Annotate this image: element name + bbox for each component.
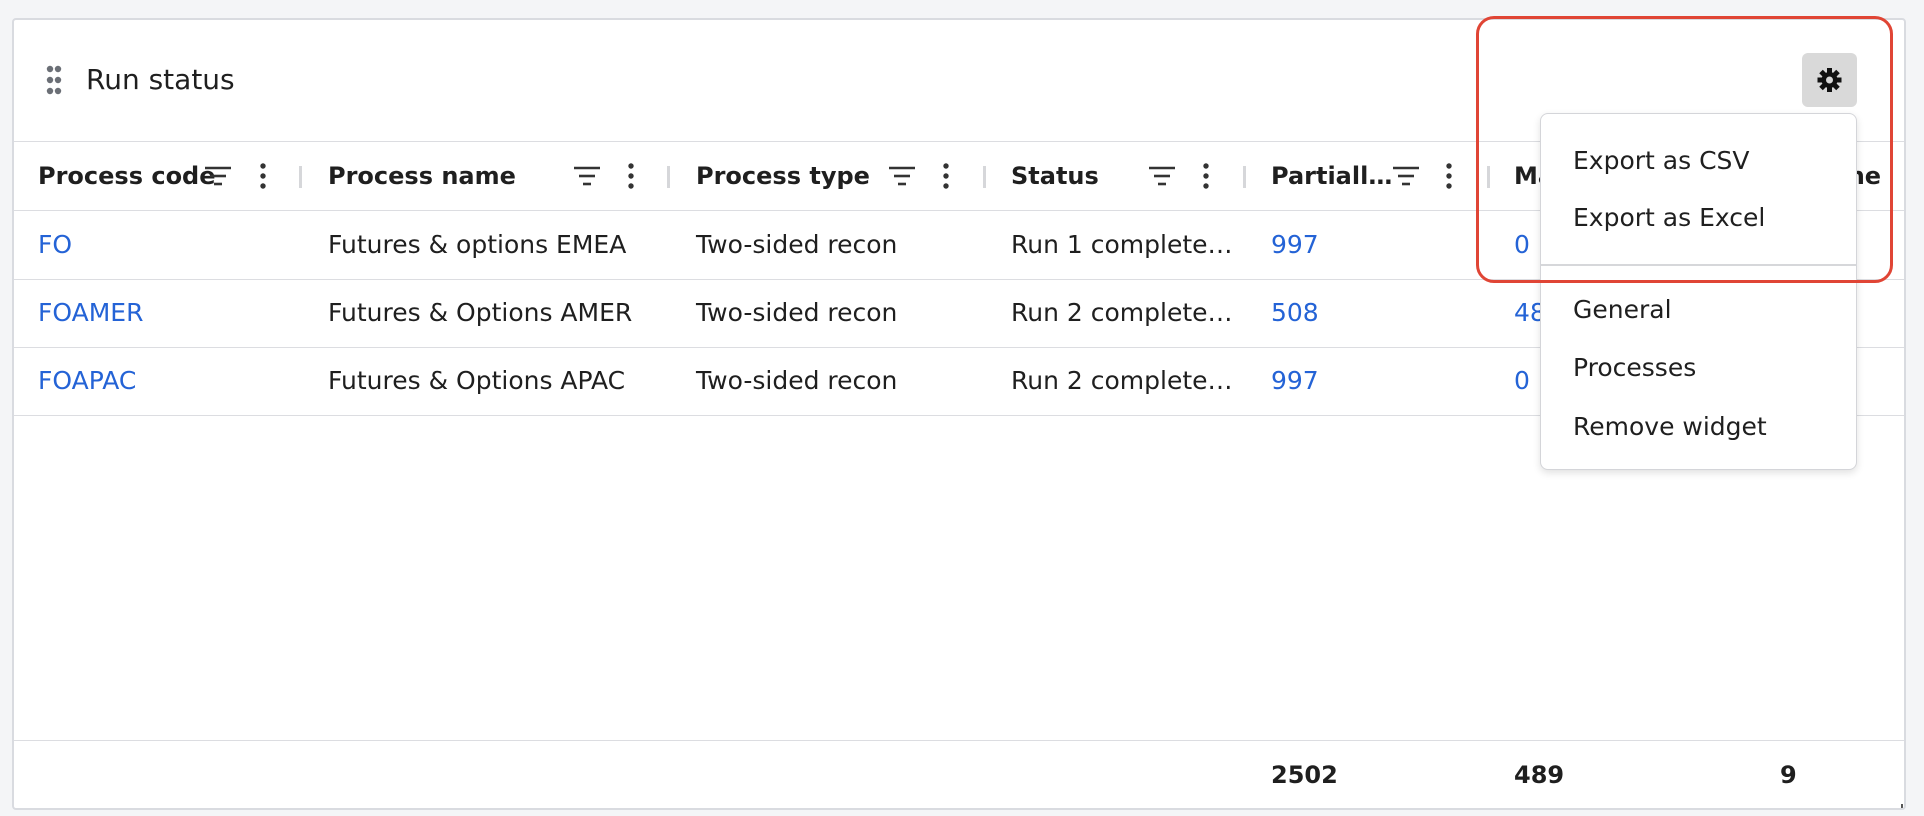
menu-item[interactable]: Export as Excel bbox=[1573, 203, 1766, 232]
menu-item[interactable]: Remove widget bbox=[1573, 412, 1767, 441]
column-header: Process code bbox=[38, 162, 216, 190]
column-header: Status bbox=[1011, 162, 1099, 190]
cell-link[interactable]: 0 bbox=[1514, 230, 1530, 259]
column-separator bbox=[1243, 166, 1246, 188]
cell-link[interactable]: FOAMER bbox=[38, 298, 144, 327]
resize-handle bbox=[1893, 798, 1903, 808]
row-divider bbox=[14, 347, 1904, 348]
menu-item[interactable]: Export as CSV bbox=[1573, 146, 1750, 175]
footer-total: 489 bbox=[1514, 761, 1565, 789]
cell: Futures & Options AMER bbox=[328, 298, 633, 327]
cell-link[interactable]: 997 bbox=[1271, 366, 1319, 395]
menu-item[interactable]: General bbox=[1573, 295, 1672, 324]
row-divider bbox=[14, 415, 1904, 416]
cell-link[interactable]: 997 bbox=[1271, 230, 1319, 259]
settings-button[interactable] bbox=[1802, 53, 1857, 107]
filter-icon[interactable] bbox=[204, 165, 232, 191]
filter-icon[interactable] bbox=[1392, 165, 1420, 191]
cell: Run 1 complete… bbox=[1011, 230, 1233, 259]
cell: Futures & Options APAC bbox=[328, 366, 626, 395]
column-header: Process type bbox=[696, 162, 870, 190]
cell: Run 2 complete… bbox=[1011, 366, 1233, 395]
column-separator bbox=[1487, 166, 1490, 188]
footer-total: 2502 bbox=[1271, 761, 1338, 789]
column-header: Process name bbox=[328, 162, 516, 190]
cell-link[interactable]: 508 bbox=[1271, 298, 1319, 327]
column-menu-icon[interactable] bbox=[1202, 163, 1210, 193]
column-menu-icon[interactable] bbox=[627, 163, 635, 193]
row-divider bbox=[14, 279, 1904, 280]
settings-menu: Export as CSV Export as Excel General Proce… bbox=[1540, 113, 1857, 470]
filter-icon[interactable] bbox=[573, 165, 601, 191]
filter-icon[interactable] bbox=[1148, 165, 1176, 191]
column-separator bbox=[983, 166, 986, 188]
filter-icon[interactable] bbox=[888, 165, 916, 191]
cell: Futures & options EMEA bbox=[328, 230, 627, 259]
column-separator bbox=[667, 166, 670, 188]
column-menu-icon[interactable] bbox=[942, 163, 950, 193]
cell-link[interactable]: FOAPAC bbox=[38, 366, 137, 395]
widget-title: Run status bbox=[86, 63, 235, 96]
highlight-box bbox=[1476, 16, 1893, 283]
cell: Two-sided recon bbox=[696, 298, 898, 327]
gear-icon bbox=[1817, 68, 1842, 92]
footer-total: 9 bbox=[1780, 761, 1797, 789]
drag-handle bbox=[46, 65, 62, 99]
cell: Two-sided recon bbox=[696, 230, 898, 259]
row-divider bbox=[14, 210, 1904, 211]
cell: Two-sided recon bbox=[696, 366, 898, 395]
row-divider bbox=[14, 740, 1904, 741]
cell: Run 2 complete… bbox=[1011, 298, 1233, 327]
cell-link[interactable]: FO bbox=[38, 230, 73, 259]
column-separator bbox=[299, 166, 302, 188]
column-menu-icon[interactable] bbox=[259, 163, 267, 193]
cell-link[interactable]: 0 bbox=[1514, 366, 1530, 395]
menu-divider bbox=[1541, 264, 1856, 266]
menu-item[interactable]: Processes bbox=[1573, 353, 1697, 382]
row-divider bbox=[14, 141, 1904, 142]
column-menu-icon[interactable] bbox=[1445, 163, 1453, 193]
column-header: Partiall… bbox=[1271, 162, 1393, 190]
